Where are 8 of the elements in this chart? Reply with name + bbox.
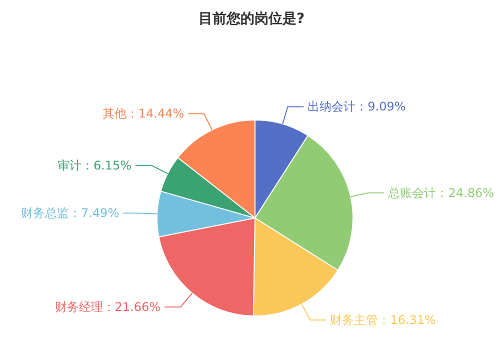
slice-label: 审计：6.15% [57, 158, 132, 172]
slice-label: 财务经理：21.66% [54, 300, 161, 314]
slice-label: 出纳会计：9.09% [308, 100, 406, 114]
slice-label: 财务主管：16.31% [330, 313, 436, 328]
slice-label: 总账会计：24.86% [387, 186, 494, 200]
slice-label: 财务总监：7.49% [20, 206, 120, 220]
chart-title: 目前您的岗位是? [197, 10, 306, 28]
slice-label: 其他：14.44% [102, 106, 184, 121]
